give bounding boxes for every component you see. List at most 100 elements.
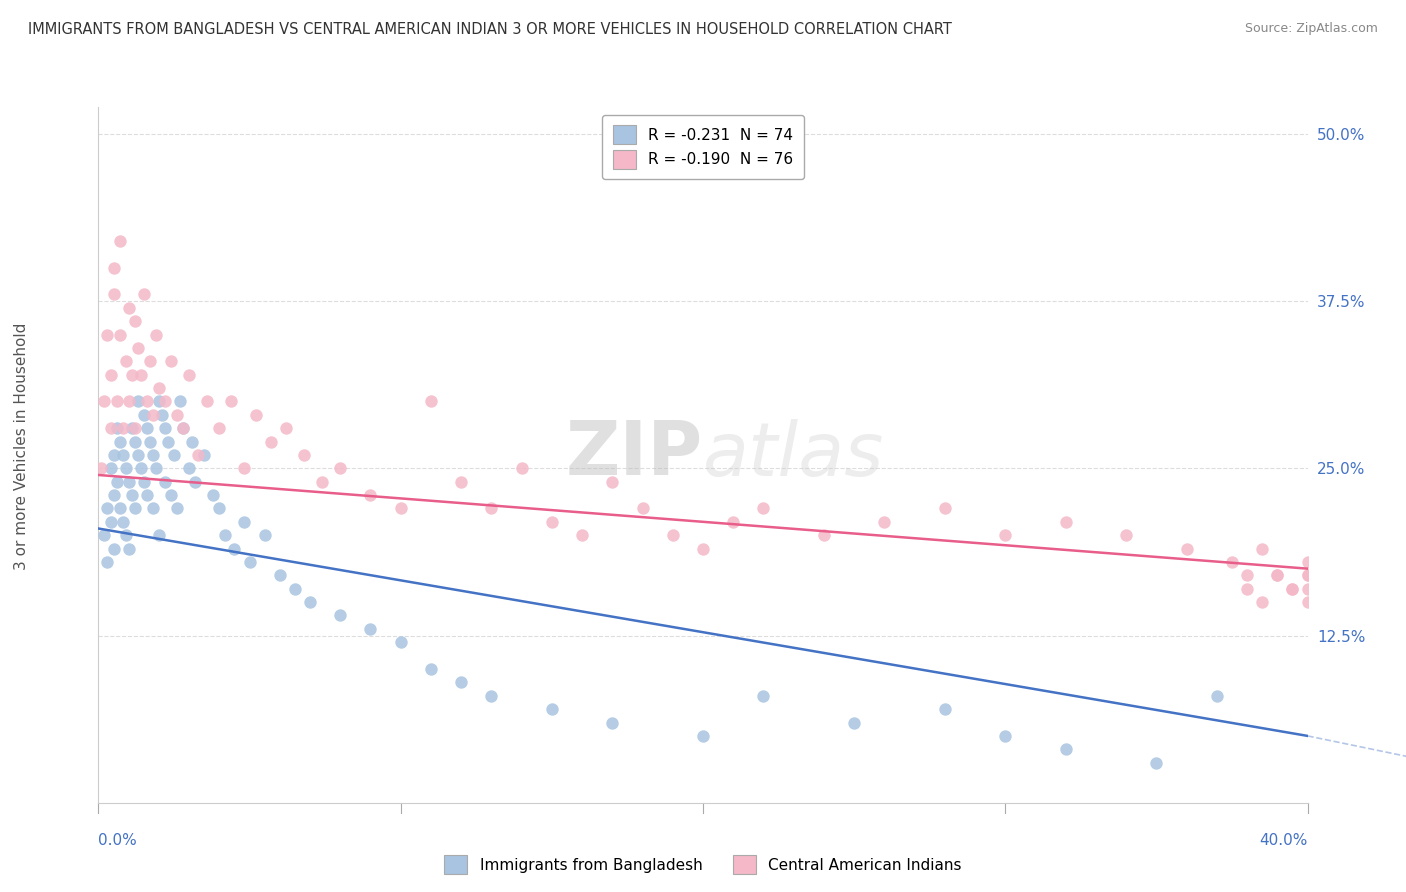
Legend: Immigrants from Bangladesh, Central American Indians: Immigrants from Bangladesh, Central Amer… [439, 849, 967, 880]
Point [450, 475, 472, 489]
Point [193, 448, 215, 462]
Point [166, 408, 188, 422]
Point [172, 421, 194, 435]
Point [239, 555, 262, 569]
Point [96, 327, 118, 342]
Point [96, 555, 118, 569]
Point [111, 448, 134, 462]
Point [202, 488, 225, 502]
Point [1144, 756, 1167, 770]
Point [813, 528, 835, 542]
Point [389, 501, 412, 516]
Point [132, 287, 155, 301]
Point [100, 421, 122, 435]
Point [1296, 595, 1319, 609]
Point [177, 461, 201, 475]
Point [103, 260, 125, 275]
Point [103, 488, 125, 502]
Point [481, 689, 503, 703]
Point [934, 501, 956, 516]
Point [1296, 568, 1319, 582]
Point [1206, 689, 1229, 703]
Point [129, 461, 152, 475]
Point [1281, 582, 1303, 596]
Point [142, 501, 165, 516]
Point [121, 368, 143, 382]
Point [114, 354, 136, 368]
Point [142, 448, 165, 462]
Point [571, 528, 593, 542]
Point [844, 715, 866, 730]
Point [450, 675, 472, 690]
Point [934, 702, 956, 716]
Point [253, 528, 276, 542]
Point [96, 501, 118, 516]
Point [1296, 555, 1319, 569]
Point [108, 501, 131, 516]
Point [181, 434, 204, 449]
Text: 0.0%: 0.0% [98, 833, 138, 848]
Point [224, 541, 246, 556]
Point [124, 421, 146, 435]
Point [284, 582, 307, 596]
Point [1054, 515, 1077, 529]
Point [132, 408, 155, 422]
Point [1251, 595, 1274, 609]
Point [631, 501, 654, 516]
Point [103, 541, 125, 556]
Point [153, 421, 176, 435]
Point [1296, 582, 1319, 596]
Point [1220, 555, 1243, 569]
Point [510, 461, 533, 475]
Point [124, 434, 146, 449]
Point [208, 501, 231, 516]
Point [260, 434, 283, 449]
Point [160, 488, 183, 502]
Point [1115, 528, 1137, 542]
Point [118, 475, 141, 489]
Point [166, 501, 188, 516]
Point [360, 488, 382, 502]
Point [160, 354, 183, 368]
Point [127, 341, 149, 355]
Point [692, 541, 714, 556]
Point [1054, 742, 1077, 756]
Point [172, 421, 194, 435]
Point [752, 689, 775, 703]
Point [114, 461, 136, 475]
Point [100, 368, 122, 382]
Legend: R = -0.231  N = 74, R = -0.190  N = 76: R = -0.231 N = 74, R = -0.190 N = 76 [602, 115, 804, 179]
Point [540, 702, 562, 716]
Point [108, 327, 131, 342]
Point [139, 434, 162, 449]
Point [163, 448, 186, 462]
Point [1281, 582, 1303, 596]
Point [329, 461, 352, 475]
Text: 3 or more Vehicles in Household: 3 or more Vehicles in Household [14, 322, 28, 570]
Point [360, 622, 382, 636]
Point [103, 448, 125, 462]
Point [111, 515, 134, 529]
Point [132, 475, 155, 489]
Point [121, 488, 143, 502]
Point [184, 475, 207, 489]
Point [127, 448, 149, 462]
Point [232, 515, 254, 529]
Point [121, 421, 143, 435]
Point [692, 729, 714, 743]
Point [105, 475, 128, 489]
Point [145, 327, 167, 342]
Point [873, 515, 896, 529]
Point [661, 528, 683, 542]
Point [994, 729, 1017, 743]
Point [124, 314, 146, 328]
Point [232, 461, 254, 475]
Point [108, 234, 131, 248]
Point [124, 501, 146, 516]
Point [274, 421, 297, 435]
Point [103, 287, 125, 301]
Point [139, 354, 162, 368]
Point [994, 528, 1017, 542]
Point [1236, 568, 1258, 582]
Point [148, 528, 170, 542]
